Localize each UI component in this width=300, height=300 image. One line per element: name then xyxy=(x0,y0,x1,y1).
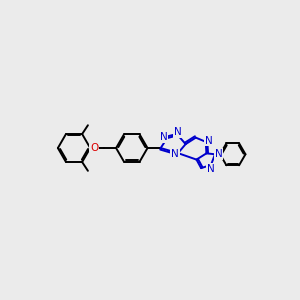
Text: N: N xyxy=(215,149,223,159)
Text: N: N xyxy=(207,164,215,174)
Text: N: N xyxy=(171,149,179,159)
Text: N: N xyxy=(160,132,168,142)
Text: N: N xyxy=(174,127,182,137)
Text: N: N xyxy=(205,136,213,146)
Text: O: O xyxy=(90,143,98,153)
